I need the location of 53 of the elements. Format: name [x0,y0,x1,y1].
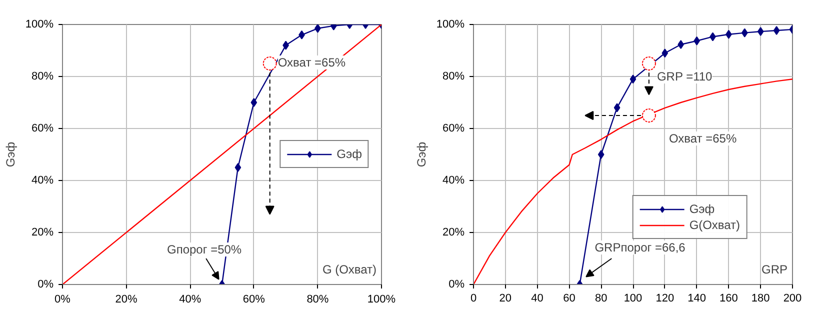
y-tick-label: 20% [442,226,465,238]
x-tick-label: 100% [367,294,396,306]
x-tick-label: 0 [470,292,477,304]
point [773,26,780,35]
point [614,103,620,112]
legend-label: G(Охват) [689,218,740,232]
y-axis-title: Gэф [414,142,428,168]
x-tick-label: 0% [54,294,71,306]
x-tick-label: 20% [115,294,138,306]
annotation: Gпорог =50% [167,242,242,256]
y-axis-title: Gэф [3,142,18,168]
y-tick-label: 60% [442,122,465,134]
x-tick-label: 80% [306,294,329,306]
y-tick-label: 80% [31,70,54,82]
point [642,108,656,122]
y-tick-label: 100% [25,18,54,30]
point [662,48,668,58]
annotation: Охват =65% [668,132,737,146]
x-tick-label: 120 [656,292,674,304]
y-tick-label: 0% [38,278,54,290]
x-tick-label: 60% [242,294,266,306]
x-tick-label: 100 [624,292,642,304]
y-tick-label: 40% [442,174,465,186]
x-tick-label: 160 [720,292,738,304]
point [250,98,258,107]
x-axis-title: G (Охват) [322,262,377,276]
annotation: GRP =110 [656,70,713,84]
point [598,150,604,159]
x-tick-label: 80 [594,292,608,304]
y-tick-label: 80% [442,70,465,82]
annotation: Охват =65% [278,56,346,70]
y-tick-label: 100% [436,18,465,30]
point [741,28,748,38]
y-tick-label: 40% [31,174,54,186]
point [314,24,321,33]
x-tick-label: 200 [783,292,802,304]
point [630,74,636,84]
point [678,40,684,50]
x-tick-label: 40 [531,292,544,304]
annotation: GRPпорог =66,6 [594,240,686,254]
x-tick-label: 140 [688,292,706,304]
y-tick-label: 20% [31,226,54,238]
legend-label: Gэф [336,147,362,161]
x-tick-label: 60 [563,292,576,304]
x-axis-title: GRP [761,262,788,276]
x-tick-label: 20 [499,292,512,304]
legend-label: Gэф [689,202,715,216]
x-tick-label: 180 [751,292,770,304]
y-tick-label: 60% [31,122,54,134]
y-tick-label: 0% [448,278,465,290]
point [757,27,764,36]
x-tick-label: 40% [179,294,202,306]
point [234,163,242,172]
